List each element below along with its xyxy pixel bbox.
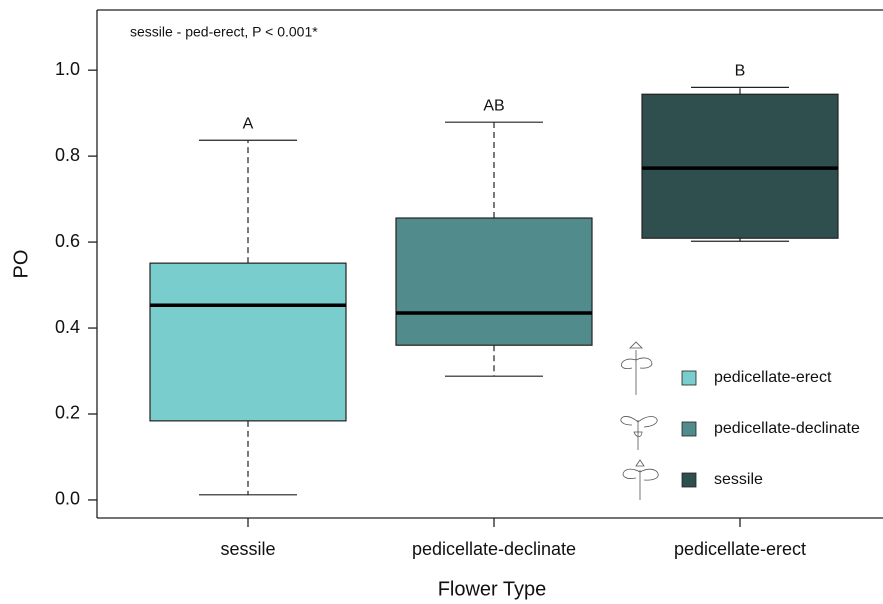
- y-tick-label: 0.4: [55, 317, 80, 337]
- box: [150, 263, 346, 421]
- box: [642, 94, 838, 238]
- y-axis-title: PO: [10, 250, 32, 279]
- box: [396, 218, 592, 345]
- y-tick-label: 0.8: [55, 145, 80, 165]
- group-letter: A: [243, 115, 254, 132]
- flower-icon: [623, 460, 658, 500]
- legend-label: pedicellate-erect: [714, 369, 832, 386]
- legend-swatch: [682, 422, 696, 436]
- legend-swatch: [682, 473, 696, 487]
- flower-icon: [621, 342, 651, 395]
- legend-label: pedicellate-declinate: [714, 420, 860, 437]
- x-tick-label: pedicellate-erect: [674, 539, 806, 559]
- x-tick-label: sessile: [220, 539, 275, 559]
- y-tick-label: 1.0: [55, 59, 80, 79]
- legend-swatch: [682, 371, 696, 385]
- x-tick-label: pedicellate-declinate: [412, 539, 576, 559]
- y-tick-label: 0.0: [55, 489, 80, 509]
- x-axis-title: Flower Type: [438, 578, 547, 600]
- y-tick-label: 0.2: [55, 403, 80, 423]
- flower-icon: [621, 416, 657, 450]
- chart: sessile - ped-erect, P < 0.001* Flower T…: [0, 0, 883, 604]
- group-letter: B: [735, 63, 746, 80]
- flower-icons: [621, 342, 658, 500]
- group-letter: AB: [483, 97, 504, 114]
- page: sessile - ped-erect, P < 0.001* Flower T…: [0, 0, 883, 604]
- y-tick-label: 0.6: [55, 231, 80, 251]
- legend-label: sessile: [714, 471, 763, 488]
- annotation: sessile - ped-erect, P < 0.001*: [130, 24, 318, 40]
